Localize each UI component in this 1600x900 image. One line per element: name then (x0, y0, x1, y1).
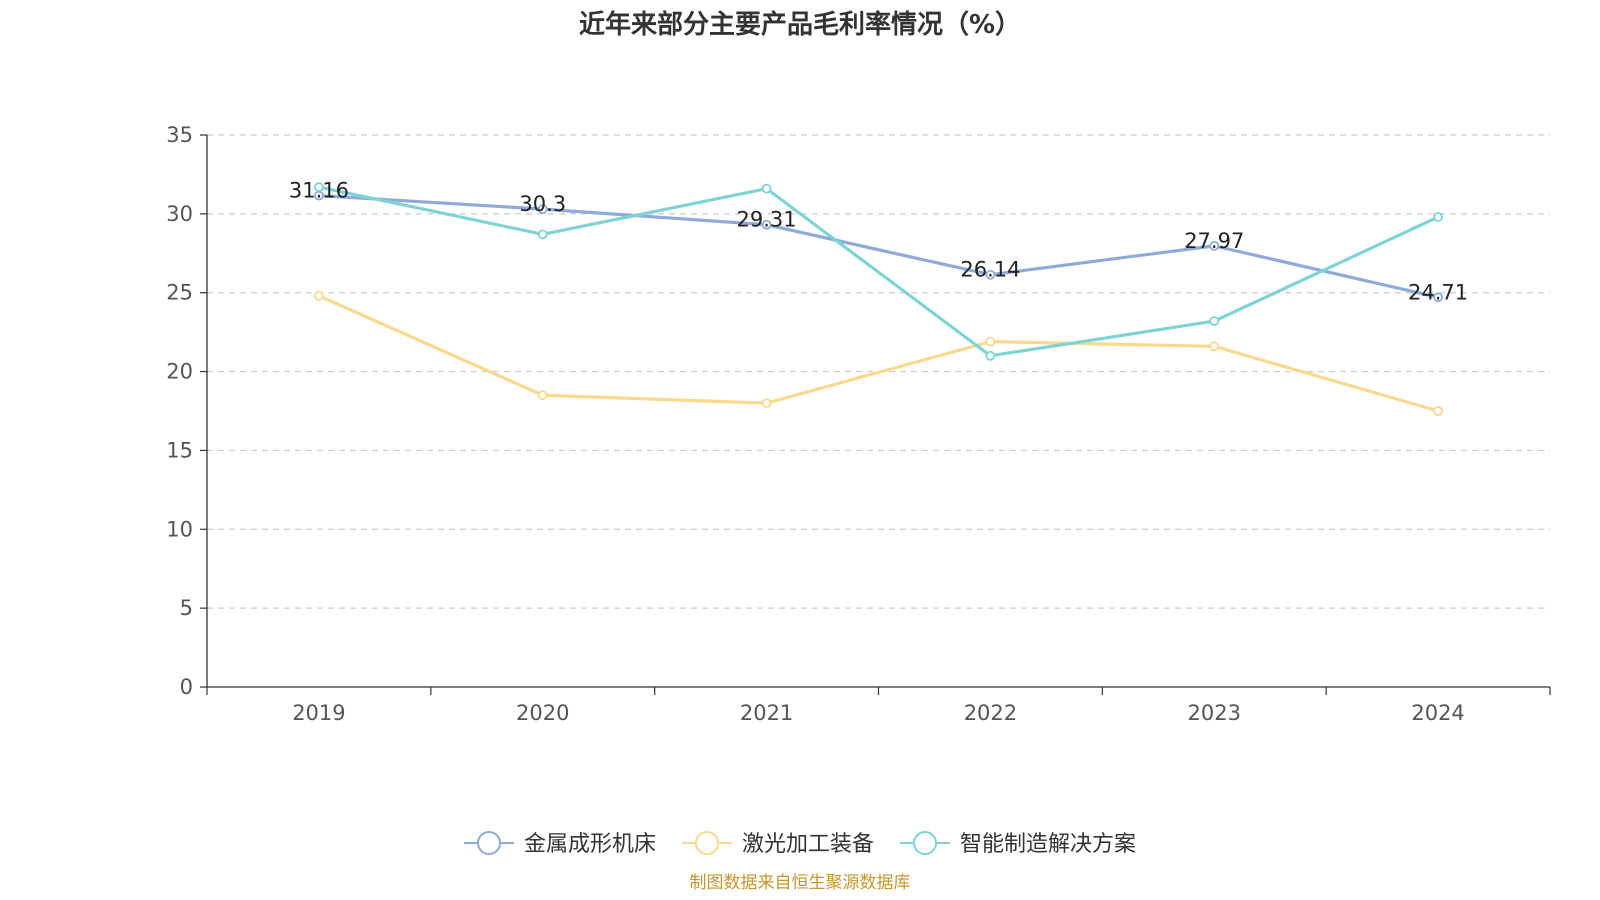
x-tick-label: 2024 (1411, 701, 1464, 725)
legend[interactable]: 金属成形机床 激光加工装备 智能制造解决方案 (464, 831, 1136, 857)
data-label: 31.16 (289, 179, 349, 203)
data-point[interactable] (985, 269, 996, 280)
data-point[interactable] (761, 398, 772, 409)
legend-marker (695, 831, 719, 855)
series-lines (314, 182, 1443, 416)
legend-marker (477, 831, 501, 855)
y-tick-label: 35 (166, 123, 193, 147)
data-point[interactable] (314, 182, 324, 192)
data-label: 27.97 (1184, 229, 1244, 253)
source-note: 制图数据来自恒生聚源数据库 (690, 873, 911, 893)
data-point[interactable] (1433, 212, 1443, 222)
data-point[interactable] (537, 204, 548, 215)
series-line-2 (318, 185, 1439, 358)
chart-title: 近年来部分主要产品毛利率情况（%） (579, 9, 1021, 40)
legend-label: 智能制造解决方案 (960, 832, 1136, 857)
y-tick-label: 30 (166, 202, 193, 226)
data-point[interactable] (537, 229, 548, 240)
legend-item-0[interactable]: 金属成形机床 (464, 831, 656, 857)
data-label: 29.31 (737, 208, 797, 232)
data-point[interactable] (761, 183, 772, 194)
data-label: 26.14 (960, 258, 1020, 282)
x-tick-label: 2023 (1188, 701, 1241, 725)
y-tick-label: 20 (166, 360, 193, 384)
data-point[interactable] (985, 350, 996, 361)
data-point[interactable] (1209, 341, 1220, 352)
series-line-0 (318, 193, 1439, 299)
legend-label: 金属成形机床 (524, 832, 656, 857)
data-point[interactable] (761, 219, 772, 230)
axes: 0 5 10 15 20 25 30 35 2019 2020 2021 2022 2023 2024 (166, 123, 1551, 725)
data-labels: 31.16 30.3 29.31 26.14 27.97 24.71 (289, 179, 1468, 305)
data-point[interactable] (1209, 240, 1220, 251)
y-tick-label: 0 (180, 675, 193, 699)
data-point[interactable] (985, 336, 996, 347)
data-label: 30.3 (519, 192, 566, 216)
legend-label: 激光加工装备 (742, 832, 874, 857)
x-tick-label: 2019 (292, 701, 345, 725)
data-point[interactable] (314, 290, 324, 301)
data-point[interactable] (1433, 292, 1443, 303)
data-label: 24.71 (1408, 280, 1468, 304)
legend-item-1[interactable]: 激光加工装备 (682, 831, 874, 857)
y-tick-label: 10 (166, 517, 193, 541)
data-point[interactable] (537, 390, 548, 401)
x-tick-label: 2022 (964, 701, 1017, 725)
legend-marker (913, 831, 937, 855)
legend-item-2[interactable]: 智能制造解决方案 (900, 831, 1136, 857)
data-point[interactable] (1209, 316, 1220, 327)
data-point[interactable] (1433, 406, 1443, 416)
y-tick-label: 5 (180, 596, 193, 620)
x-tick-label: 2021 (740, 701, 793, 725)
x-tick-label: 2020 (516, 701, 569, 725)
y-tick-label: 25 (166, 281, 193, 305)
y-tick-label: 15 (166, 438, 193, 462)
series-line-1 (318, 294, 1439, 413)
